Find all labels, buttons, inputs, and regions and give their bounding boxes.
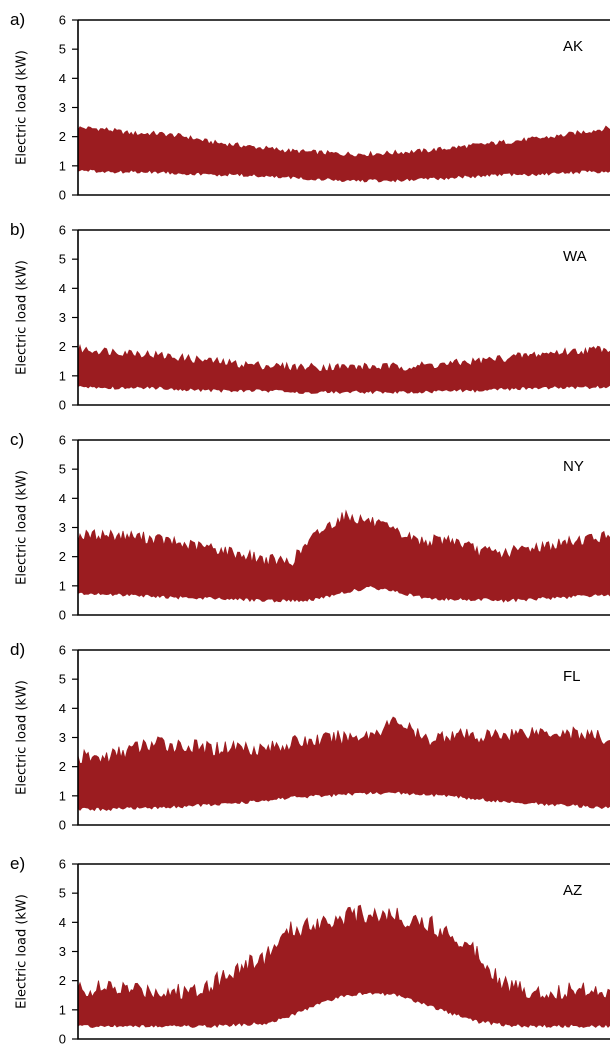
chart-panel-fl: 0 1 2 3 4 5 6 d) Electric load (kW) FL [0, 640, 610, 842]
y-tick-label: 4 [59, 701, 66, 716]
load-band-fl [77, 716, 610, 812]
y-tick-label: 3 [59, 520, 66, 535]
y-tick-label: 6 [59, 223, 66, 238]
y-tick-label: 3 [59, 100, 66, 115]
y-tick-label: 5 [59, 886, 66, 901]
y-tick-label: 0 [59, 818, 66, 833]
y-axis-label: Electric load (kW) [14, 259, 30, 375]
load-band-wa [77, 343, 610, 395]
y-tick-label: 0 [59, 188, 66, 203]
y-tick-label: 0 [59, 1032, 66, 1047]
y-tick-label: 4 [59, 915, 66, 930]
chart-svg: 0 1 2 3 4 5 6 [59, 13, 610, 203]
y-tick-label: 4 [59, 491, 66, 506]
y-tick-label: 5 [59, 42, 66, 57]
state-label: NY [563, 458, 584, 475]
y-axis-label: Electric load (kW) [14, 49, 30, 165]
chart-panel-ak: 0 1 2 3 4 5 6 a) Electric load (kW) AK [0, 10, 610, 212]
y-tick-label: 4 [59, 71, 66, 86]
chart-svg: 0 1 2 3 4 5 6 [59, 223, 610, 413]
y-tick-label: 2 [59, 129, 66, 144]
y-tick-label: 1 [59, 368, 66, 383]
y-tick-label: 1 [59, 578, 66, 593]
y-tick-label: 1 [59, 1002, 66, 1017]
y-tick-label: 5 [59, 252, 66, 267]
y-tick-label: 1 [59, 158, 66, 173]
panel-letter: a) [10, 10, 26, 29]
y-tick-label: 6 [59, 857, 66, 872]
y-tick-label: 6 [59, 433, 66, 448]
chart-svg: 0 1 2 3 4 5 6 [59, 857, 610, 1047]
state-label: WA [563, 248, 587, 265]
chart-panel-ny: 0 1 2 3 4 5 6 c) Electric load (kW) NY [0, 430, 610, 632]
load-band-ny [77, 509, 610, 603]
y-tick-label: 2 [59, 549, 66, 564]
y-tick-label: 2 [59, 339, 66, 354]
y-tick-label: 2 [59, 973, 66, 988]
load-band-ak [77, 125, 610, 183]
y-tick-label: 6 [59, 13, 66, 28]
state-label: FL [563, 668, 581, 685]
y-axis-label: Electric load (kW) [14, 893, 30, 1009]
y-axis-label: Electric load (kW) [14, 469, 30, 585]
y-tick-label: 1 [59, 788, 66, 803]
y-tick-label: 5 [59, 672, 66, 687]
y-tick-label: 3 [59, 310, 66, 325]
load-band-az [77, 904, 610, 1029]
y-tick-label: 3 [59, 944, 66, 959]
state-label: AK [563, 38, 584, 55]
y-tick-label: 0 [59, 608, 66, 623]
y-tick-label: 2 [59, 759, 66, 774]
panel-letter: e) [10, 854, 26, 873]
y-tick-label: 5 [59, 462, 66, 477]
y-tick-label: 6 [59, 643, 66, 658]
y-tick-label: 4 [59, 281, 66, 296]
chart-svg: 0 1 2 3 4 5 6 [59, 643, 610, 833]
y-tick-label: 0 [59, 398, 66, 413]
chart-svg: 0 1 2 3 4 5 6 [59, 433, 610, 623]
y-axis-label: Electric load (kW) [14, 679, 30, 795]
panel-letter: c) [10, 430, 25, 449]
state-label: AZ [563, 882, 583, 899]
y-tick-label: 3 [59, 730, 66, 745]
panel-letter: d) [10, 640, 26, 659]
chart-panel-wa: 0 1 2 3 4 5 6 b) Electric load (kW) WA [0, 220, 610, 422]
chart-panel-az: 0 1 2 3 4 5 6 e) Electric load (kW) AZ [0, 854, 610, 1056]
panel-letter: b) [10, 220, 26, 239]
